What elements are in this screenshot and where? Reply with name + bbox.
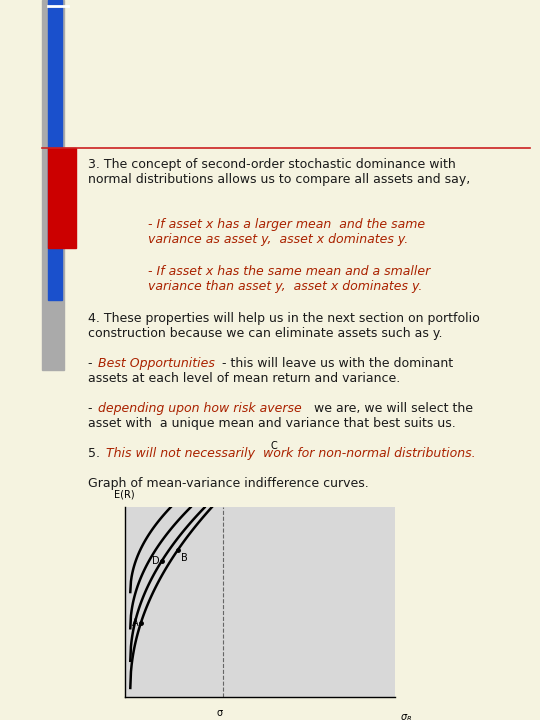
Text: asset with  a unique mean and variance that best suits us.: asset with a unique mean and variance th… bbox=[88, 417, 456, 430]
Text: we are, we will select the: we are, we will select the bbox=[310, 402, 473, 415]
Text: variance as asset y,  asset x dominates y.: variance as asset y, asset x dominates y… bbox=[148, 233, 408, 246]
Text: Best Opportunities: Best Opportunities bbox=[98, 357, 215, 370]
Text: construction because we can eliminate assets such as y.: construction because we can eliminate as… bbox=[88, 327, 442, 340]
Bar bbox=[42, 0, 64, 370]
Text: B: B bbox=[180, 554, 187, 563]
Text: 4. These properties will help us in the next section on portfolio: 4. These properties will help us in the … bbox=[88, 312, 480, 325]
Text: - If asset x has a larger mean  and the same: - If asset x has a larger mean and the s… bbox=[148, 218, 425, 231]
Text: depending upon how risk averse: depending upon how risk averse bbox=[98, 402, 302, 415]
Text: E(R): E(R) bbox=[114, 490, 135, 500]
Text: σ: σ bbox=[217, 708, 222, 719]
Text: This will not necessarily  work for non-normal distributions.: This will not necessarily work for non-n… bbox=[106, 447, 476, 460]
Text: 3. The concept of second-order stochastic dominance with: 3. The concept of second-order stochasti… bbox=[88, 158, 456, 171]
Text: - If asset x has the same mean and a smaller: - If asset x has the same mean and a sma… bbox=[148, 265, 430, 278]
Text: variance than asset y,  asset x dominates y.: variance than asset y, asset x dominates… bbox=[148, 280, 422, 293]
Text: D: D bbox=[152, 556, 159, 565]
Text: -: - bbox=[88, 357, 97, 370]
Text: - this will leave us with the dominant: - this will leave us with the dominant bbox=[218, 357, 453, 370]
Text: assets at each level of mean return and variance.: assets at each level of mean return and … bbox=[88, 372, 400, 385]
Text: $\sigma_R$: $\sigma_R$ bbox=[400, 712, 413, 720]
Text: normal distributions allows us to compare all assets and say,: normal distributions allows us to compar… bbox=[88, 173, 470, 186]
Text: A: A bbox=[132, 618, 138, 628]
Bar bbox=[48, 0, 62, 300]
Text: 5.: 5. bbox=[88, 447, 104, 460]
Text: Graph of mean-variance indifference curves.: Graph of mean-variance indifference curv… bbox=[88, 477, 369, 490]
Text: -: - bbox=[88, 402, 97, 415]
Bar bbox=[48, 148, 76, 248]
Text: C: C bbox=[271, 441, 278, 451]
